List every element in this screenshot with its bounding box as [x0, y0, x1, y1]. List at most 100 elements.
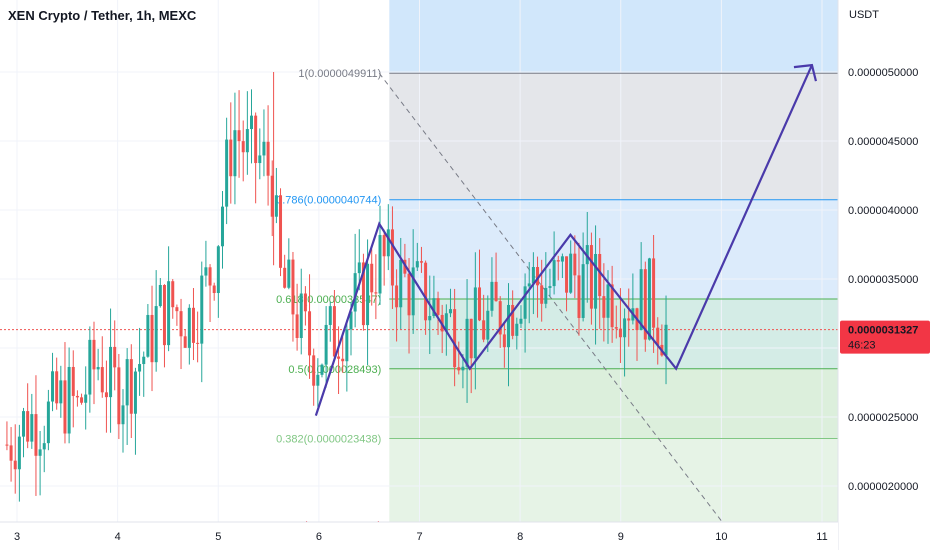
- candle-body: [320, 364, 324, 375]
- candle-body: [324, 324, 328, 365]
- fib-level-label: 0.382(0.0000023438): [276, 434, 381, 446]
- price-tick-label: 0.0000050000: [848, 67, 918, 79]
- candle-body: [353, 273, 357, 312]
- candle-body: [30, 414, 34, 442]
- candle-body: [254, 115, 258, 164]
- candle-body: [88, 339, 92, 395]
- candle-body: [527, 283, 531, 287]
- candle-body: [507, 304, 511, 348]
- candle-body: [415, 261, 419, 268]
- candle-body: [138, 364, 142, 372]
- fib-zone-below: [389, 438, 838, 522]
- candle-body: [237, 130, 241, 142]
- candle-body: [212, 285, 216, 294]
- candle-body: [175, 307, 179, 312]
- candle-body: [71, 366, 75, 396]
- candle-body: [162, 285, 166, 346]
- candle-body: [109, 346, 113, 398]
- arrow-head: [793, 63, 818, 82]
- price-tick-label: 0.0000045000: [848, 136, 918, 148]
- candle-body: [589, 245, 593, 309]
- time-tick-label: 8: [517, 531, 523, 543]
- candle-body: [399, 259, 403, 308]
- price-badge-value: 0.0000031327: [848, 325, 918, 337]
- candle-body: [158, 285, 162, 307]
- candle-body: [536, 267, 540, 286]
- time-tick-label: 3: [14, 531, 20, 543]
- candle-body: [461, 366, 465, 371]
- candle-body: [233, 130, 237, 177]
- candle-body: [332, 306, 336, 357]
- candle-body: [519, 318, 523, 324]
- candle-body: [581, 264, 585, 318]
- time-tick-label: 5: [215, 531, 221, 543]
- candle-body: [390, 229, 394, 286]
- fib-zone-05-0382: [389, 368, 838, 439]
- candle-body: [80, 397, 84, 403]
- time-axis-bg: [0, 522, 838, 550]
- candlesticks: [5, 72, 668, 502]
- candle-body: [59, 380, 63, 404]
- candle-body: [113, 346, 117, 368]
- pattern-line: [314, 64, 813, 416]
- candle-body: [560, 256, 564, 262]
- double-bottom-pattern: [314, 63, 818, 416]
- candle-body: [386, 229, 390, 257]
- candle-body: [498, 301, 502, 335]
- candle-body: [465, 318, 469, 367]
- fib-zone-0786-0618: [389, 199, 838, 300]
- candle-body: [639, 269, 643, 331]
- candle-body: [511, 304, 515, 336]
- candle-body: [627, 318, 631, 321]
- candle-body: [303, 293, 307, 312]
- candle-body: [291, 259, 295, 315]
- time-axis: 3 4 5 6 7 8 9 10 11: [0, 521, 838, 550]
- candle-body: [274, 195, 278, 217]
- candle-body: [42, 443, 46, 450]
- candle-body: [328, 306, 332, 325]
- candle-body: [477, 287, 481, 321]
- time-tick-label: 9: [618, 531, 624, 543]
- candle-body: [100, 367, 104, 393]
- candle-body: [241, 141, 245, 153]
- price-tick-label: 0.0000025000: [848, 412, 918, 424]
- candle-body: [258, 155, 262, 164]
- candle-body: [428, 316, 432, 321]
- candle-body: [419, 261, 423, 263]
- candle-body: [308, 311, 312, 356]
- candle-body: [299, 293, 303, 339]
- candle-body: [75, 395, 79, 398]
- candle-body: [154, 306, 158, 363]
- candle-body: [208, 267, 212, 286]
- candle-body: [266, 141, 270, 176]
- candle-body: [436, 298, 440, 315]
- candle-body: [38, 449, 42, 456]
- candle-body: [540, 285, 544, 304]
- candle-body: [606, 284, 610, 318]
- candle-body: [34, 414, 38, 456]
- candle-body: [200, 275, 204, 344]
- price-tick-label: 0.0000035000: [848, 274, 918, 286]
- candle-body: [448, 309, 452, 314]
- candle-body: [515, 323, 519, 336]
- candle-body: [146, 314, 150, 357]
- candle-body: [453, 309, 457, 368]
- time-tick-label: 11: [816, 531, 827, 543]
- candle-body: [556, 260, 560, 262]
- candle-body: [552, 260, 556, 287]
- candle-body: [104, 392, 108, 398]
- candle-body: [656, 327, 660, 345]
- candle-body: [245, 129, 249, 153]
- candle-body: [357, 262, 361, 274]
- candle-body: [183, 336, 187, 348]
- candle-body: [204, 267, 208, 276]
- candle-body: [55, 371, 59, 404]
- candle-body: [312, 355, 316, 386]
- candle-body: [473, 287, 477, 359]
- candle-body: [569, 253, 573, 293]
- candle-body: [262, 141, 266, 156]
- fib-level-label: 0.5(0.0000028493): [288, 364, 381, 376]
- candle-body: [544, 287, 548, 304]
- candle-body: [51, 371, 55, 402]
